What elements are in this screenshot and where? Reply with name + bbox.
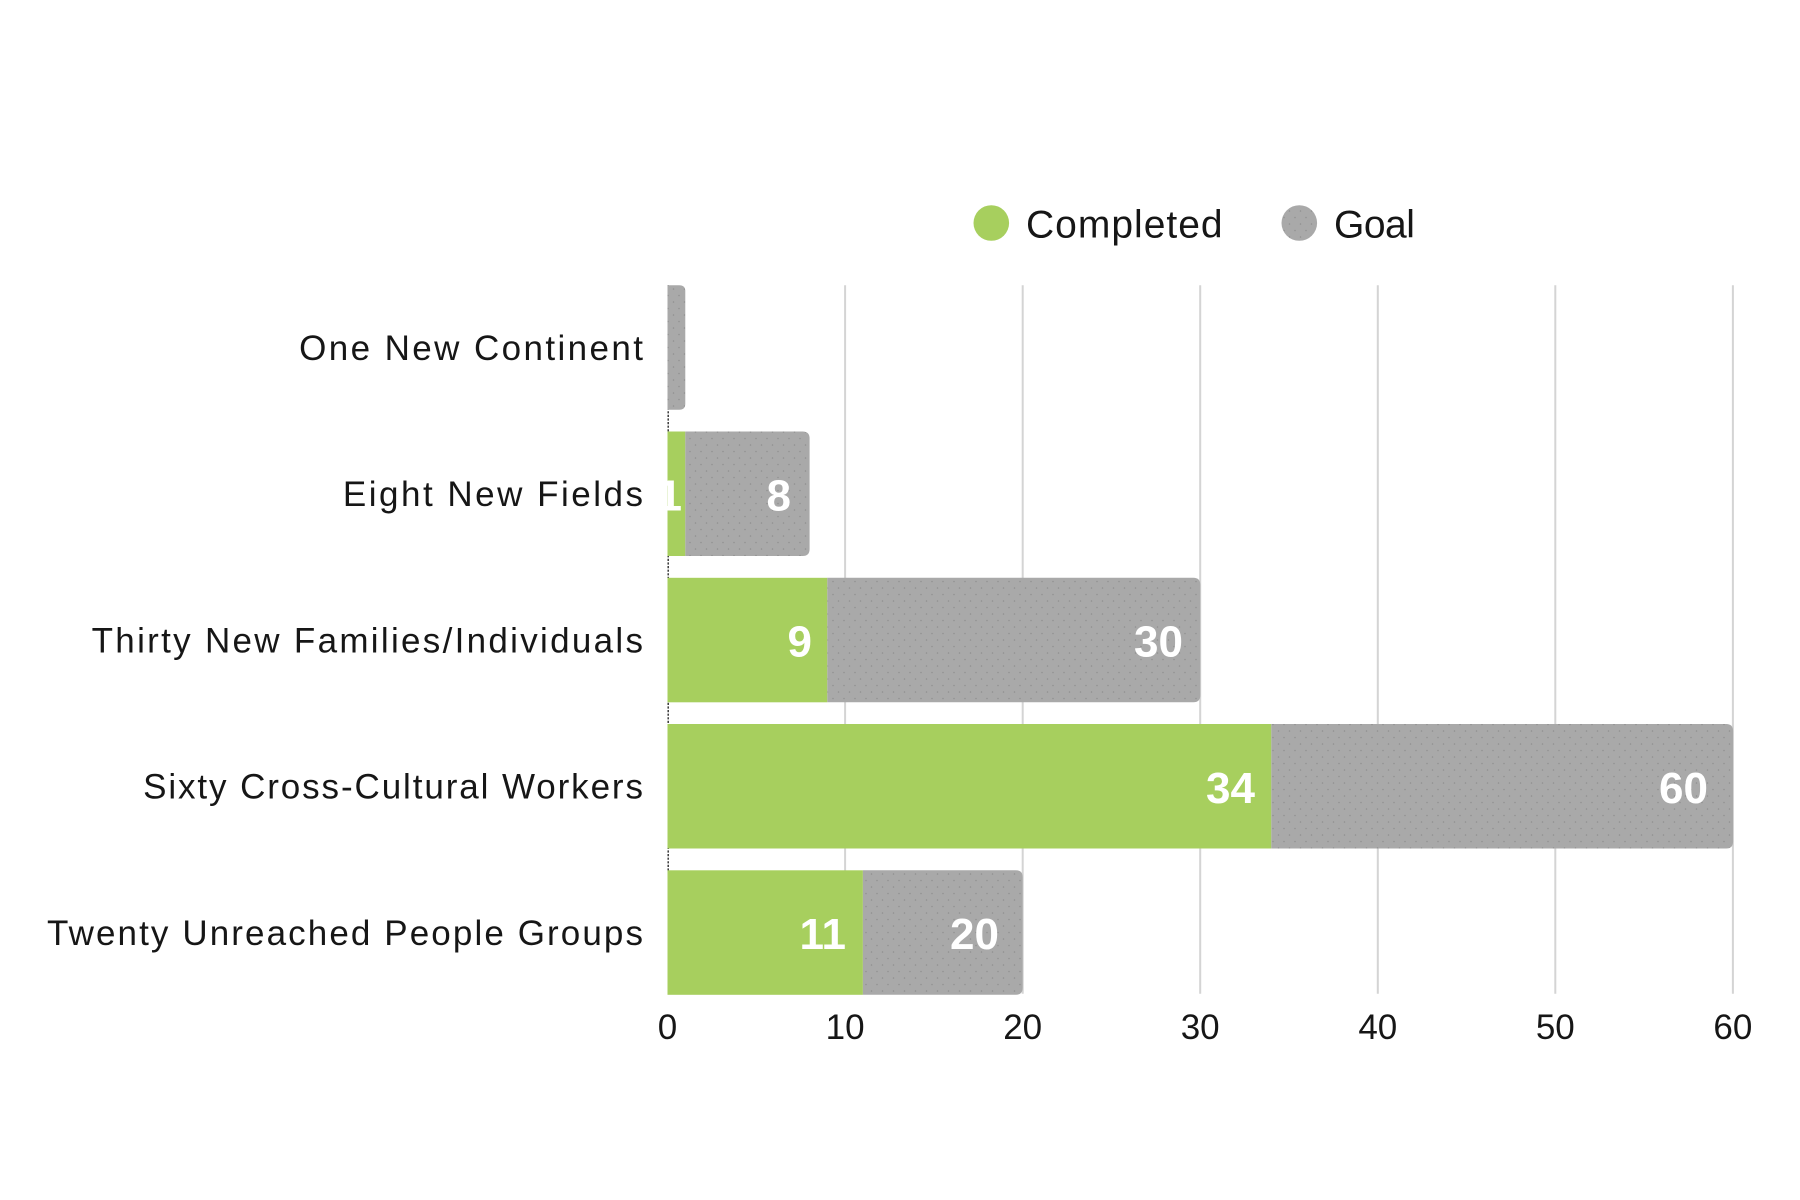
svg-text:60: 60 [1713, 1008, 1752, 1047]
svg-text:40: 40 [1358, 1008, 1397, 1047]
svg-text:One New Continent: One New Continent [299, 329, 645, 368]
svg-text:Thirty New Families/Individual: Thirty New Families/Individuals [92, 622, 646, 661]
svg-text:60: 60 [1659, 764, 1708, 813]
svg-text:Eight New Fields: Eight New Fields [343, 475, 646, 514]
svg-text:Twenty Unreached People Groups: Twenty Unreached People Groups [47, 914, 645, 953]
svg-text:30: 30 [1134, 618, 1183, 667]
svg-text:11: 11 [799, 910, 846, 959]
svg-text:20: 20 [950, 910, 999, 959]
svg-text:Goal: Goal [1334, 204, 1414, 247]
svg-text:20: 20 [1003, 1008, 1042, 1047]
svg-text:10: 10 [826, 1008, 865, 1047]
svg-text:30: 30 [1181, 1008, 1220, 1047]
svg-text:34: 34 [1206, 764, 1255, 813]
svg-text:50: 50 [1536, 1008, 1575, 1047]
svg-text:9: 9 [788, 618, 812, 667]
svg-text:Sixty Cross-Cultural Workers: Sixty Cross-Cultural Workers [143, 768, 645, 807]
svg-text:1: 1 [658, 471, 682, 520]
svg-text:8: 8 [767, 471, 791, 520]
svg-text:Completed: Completed [1026, 204, 1224, 247]
svg-text:0: 0 [658, 1008, 677, 1047]
